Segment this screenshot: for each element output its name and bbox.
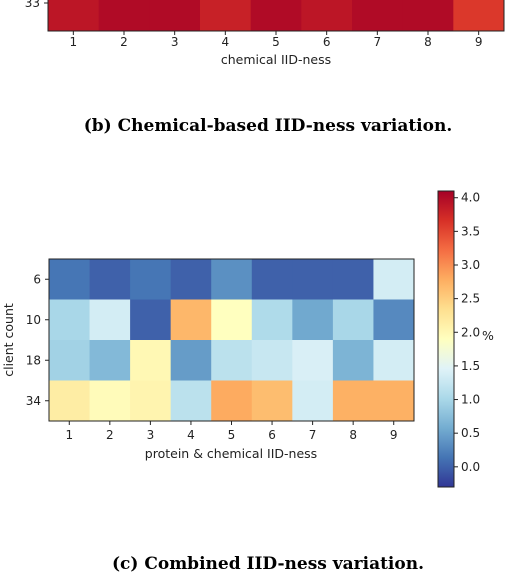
heatmap-cell: [49, 299, 90, 341]
caption-c: (c) Combined IID-ness variation.: [112, 554, 424, 574]
x-tick-label: 6: [323, 35, 331, 49]
heatmap-cell: [373, 259, 415, 300]
heatmap-cell: [332, 259, 374, 300]
colorbar-tick-label: 4.0: [461, 191, 480, 205]
heatmap-cell: [211, 259, 253, 300]
heatmap-cell: [89, 340, 131, 381]
colorbar-tick-label: 0.5: [461, 426, 480, 440]
heatmap-c-y-axis-label: client count: [1, 303, 16, 377]
heatmap-cell: [130, 299, 172, 341]
heatmap-cell: [301, 0, 353, 32]
heatmap-b: [48, 0, 505, 32]
heatmap-c-x-axis-label: protein & chemical IID-ness: [145, 446, 317, 461]
heatmap-cell: [89, 299, 131, 341]
heatmap-cell: [332, 340, 374, 381]
x-tick-label: 4: [222, 35, 230, 49]
heatmap-cell: [211, 299, 253, 341]
heatmap-cell: [130, 380, 172, 422]
heatmap-cell: [170, 380, 212, 422]
heatmap-cell: [149, 0, 201, 32]
y-tick-label: 6: [33, 272, 41, 286]
heatmap-cell: [48, 0, 100, 32]
heatmap-cell: [373, 299, 415, 341]
colorbar-tick-label: 1.5: [461, 359, 480, 373]
heatmap-c-x-ticks: 1 2 3 4 5 6 7 8 9: [65, 421, 398, 442]
heatmap-cell: [130, 259, 172, 300]
heatmap-cell: [251, 380, 293, 422]
heatmap-cell: [49, 340, 90, 381]
heatmap-cell: [170, 259, 212, 300]
x-tick-label: 8: [349, 428, 357, 442]
heatmap-cell: [352, 0, 404, 32]
heatmap-cell: [89, 380, 131, 422]
heatmap-cell: [211, 380, 253, 422]
heatmap-b-x-ticks: 1 2 3 4 5 6 7 8 9: [70, 31, 483, 49]
heatmap-cell: [373, 340, 415, 381]
heatmap-cell: [251, 340, 293, 381]
colorbar-tick-label: 2.0: [461, 325, 480, 339]
heatmap-cell: [89, 259, 131, 300]
heatmap-cell: [292, 259, 334, 300]
heatmap-cell: [373, 380, 415, 422]
colorbar-unit-label: %: [482, 328, 494, 343]
x-tick-label: 1: [65, 428, 73, 442]
colorbar-tick-label: 0.0: [461, 460, 480, 474]
heatmap-cell: [200, 0, 252, 32]
heatmap-b-row-label: 33: [25, 0, 40, 10]
heatmap-cell: [49, 259, 90, 300]
colorbar-tick-label: 3.5: [461, 224, 480, 238]
heatmap-cell: [292, 299, 334, 341]
x-tick-label: 7: [374, 35, 382, 49]
heatmap-b-x-axis-label: chemical IID-ness: [221, 52, 331, 67]
x-tick-label: 6: [268, 428, 276, 442]
y-tick-label: 34: [26, 394, 41, 408]
heatmap-cell: [98, 0, 150, 32]
heatmap-cell: [292, 340, 334, 381]
x-tick-label: 1: [70, 35, 78, 49]
caption-b: (b) Chemical-based IID-ness variation.: [84, 116, 453, 136]
heatmap-cell: [332, 299, 374, 341]
y-tick-label: 18: [26, 353, 41, 367]
colorbar-tick-label: 2.5: [461, 292, 480, 306]
heatmap-cell: [251, 259, 293, 300]
colorbar-ticks: 0.0 0.5 1.0 1.5 2.0 2.5 3.0 3.5 4.0: [454, 191, 480, 474]
heatmap-cell: [250, 0, 302, 32]
x-tick-label: 2: [106, 428, 114, 442]
heatmap-c: [49, 259, 415, 422]
heatmap-cell: [402, 0, 454, 32]
x-tick-label: 9: [390, 428, 398, 442]
x-tick-label: 3: [171, 35, 179, 49]
x-tick-label: 3: [147, 428, 155, 442]
heatmap-cell: [170, 340, 212, 381]
x-tick-label: 9: [475, 35, 483, 49]
heatmap-cell: [332, 380, 374, 422]
heatmap-cell: [453, 0, 505, 32]
x-tick-label: 8: [424, 35, 432, 49]
colorbar: [437, 190, 455, 488]
x-tick-label: 2: [120, 35, 128, 49]
heatmap-cell: [130, 340, 172, 381]
y-tick-label: 10: [26, 313, 41, 327]
heatmap-cell: [49, 380, 90, 422]
heatmap-c-y-ticks: 6 10 18 34: [26, 272, 49, 408]
heatmap-cell: [251, 299, 293, 341]
colorbar-tick-label: 3.0: [461, 258, 480, 272]
heatmap-cell: [211, 340, 253, 381]
colorbar-tick-label: 1.0: [461, 393, 480, 407]
x-tick-label: 5: [272, 35, 280, 49]
x-tick-label: 7: [309, 428, 317, 442]
x-tick-label: 4: [187, 428, 195, 442]
x-tick-label: 5: [228, 428, 236, 442]
heatmap-cell: [292, 380, 334, 422]
heatmap-cell: [170, 299, 212, 341]
